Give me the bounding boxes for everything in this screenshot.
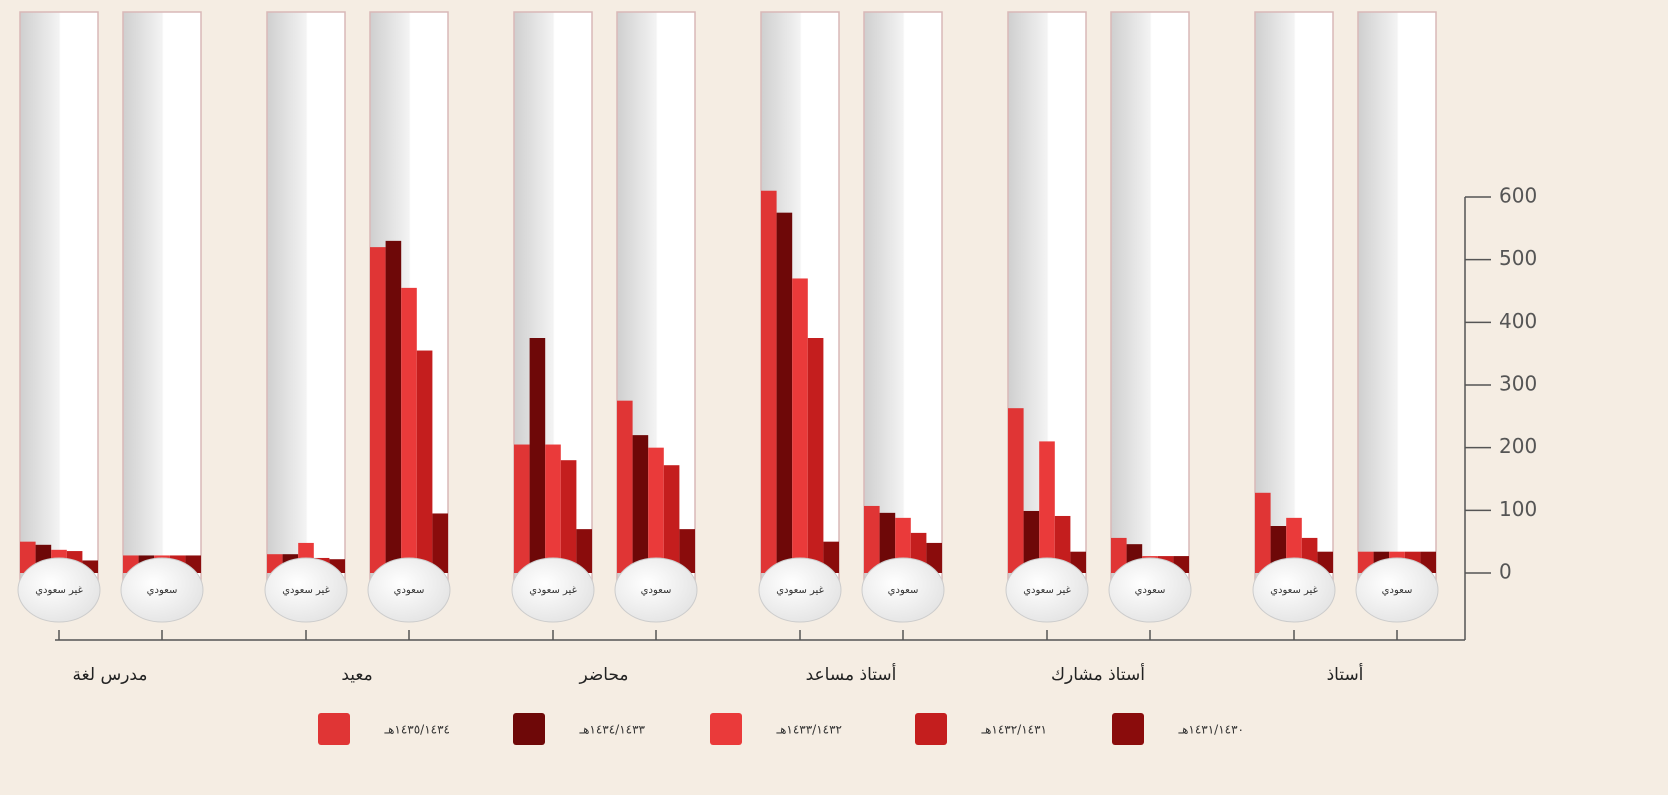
subcategory-label: سعودي (888, 585, 919, 596)
bar (1111, 537, 1127, 573)
tube (122, 11, 202, 588)
bar (1255, 492, 1271, 573)
tube (1254, 11, 1334, 588)
y-tick-label: 0 (1499, 560, 1512, 584)
tube-bulb (120, 557, 204, 623)
legend-swatch (915, 713, 947, 745)
bar (416, 350, 433, 573)
legend-swatch (513, 713, 545, 745)
bar (385, 240, 402, 573)
bar (926, 542, 942, 573)
bar (864, 505, 880, 573)
bar (432, 513, 448, 573)
bar (401, 287, 417, 573)
bar (370, 247, 386, 573)
tube-bulb (614, 557, 698, 623)
tube-bulb (367, 557, 451, 623)
tube-bulb (511, 557, 595, 623)
subcategory-label: غير سعودي (529, 585, 577, 596)
legend-swatch (710, 713, 742, 745)
tube-bulb (264, 557, 348, 623)
tube-bulb (1108, 557, 1192, 623)
legend-label: ١٤٣٢/١٤٣١هـ (981, 723, 1047, 737)
y-tick-label: 500 (1499, 246, 1537, 270)
bar (679, 529, 695, 573)
x-tick-label: معيد (341, 665, 372, 685)
bar (529, 338, 546, 573)
x-tick-label: مدرس لغة (73, 665, 148, 685)
bar (576, 529, 592, 573)
subcategory-label: سعودي (1135, 585, 1166, 596)
x-tick-label: أستاذ (1327, 663, 1364, 685)
bar (761, 190, 777, 573)
bar (663, 465, 680, 573)
bar (807, 338, 824, 573)
subcategory-label: سعودي (641, 585, 672, 596)
subcategory-label: غير سعودي (282, 585, 330, 596)
legend-label: ١٤٣٥/١٤٣٤هـ (384, 723, 450, 737)
subcategory-label: سعودي (394, 585, 425, 596)
legend-swatch (318, 713, 350, 745)
bar (792, 278, 808, 573)
bar (823, 541, 839, 573)
tube-bulb (17, 557, 101, 623)
subcategory-label: غير سعودي (1023, 585, 1071, 596)
y-tick-label: 600 (1499, 184, 1537, 208)
legend-label: ١٤٣١/١٤٣٠هـ (1178, 723, 1244, 737)
tube-bulb (1252, 557, 1336, 623)
tube-bulb (861, 557, 945, 623)
x-tick-label: أستاذ مساعد (806, 663, 897, 685)
x-tick-label: محاضر (578, 665, 628, 685)
subcategory-label: غير سعودي (1270, 585, 1318, 596)
bar (1023, 510, 1040, 573)
subcategory-label: سعودي (147, 585, 178, 596)
tube-bulb (1355, 557, 1439, 623)
legend-swatch (1112, 713, 1144, 745)
tube (19, 11, 99, 588)
tube (863, 11, 943, 588)
subcategory-label: غير سعودي (776, 585, 824, 596)
x-tick-label: أستاذ مشارك (1051, 663, 1145, 685)
bar (560, 460, 577, 573)
bar (648, 447, 664, 573)
legend-label: ١٤٣٣/١٤٣٢هـ (776, 723, 842, 737)
subcategory-label: غير سعودي (35, 585, 83, 596)
y-tick-label: 200 (1499, 434, 1537, 458)
bar (776, 212, 793, 573)
legend-label: ١٤٣٤/١٤٣٣هـ (579, 723, 646, 737)
bar (20, 541, 36, 573)
bar (632, 435, 649, 573)
subcategory-label: سعودي (1382, 585, 1413, 596)
y-tick-label: 300 (1499, 372, 1537, 396)
bar (879, 512, 896, 573)
bar (1039, 441, 1055, 573)
tube (1110, 11, 1190, 588)
y-tick-label: 400 (1499, 309, 1537, 333)
tube (1357, 11, 1437, 588)
bar (617, 400, 633, 573)
tube-bulb (1005, 557, 1089, 623)
bar (514, 444, 530, 573)
tube-bulb (758, 557, 842, 623)
tube (266, 11, 346, 588)
y-tick-label: 100 (1499, 497, 1537, 521)
bar (545, 444, 561, 573)
bar (1008, 408, 1024, 573)
